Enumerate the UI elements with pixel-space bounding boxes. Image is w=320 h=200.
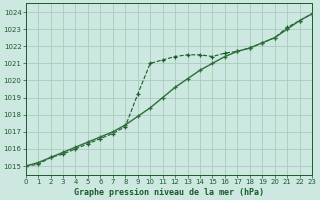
X-axis label: Graphe pression niveau de la mer (hPa): Graphe pression niveau de la mer (hPa) [74,188,264,197]
